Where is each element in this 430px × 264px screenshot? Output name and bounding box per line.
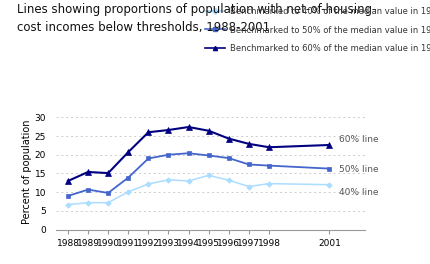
Benchmarked to 50% of the median value in 1998 xyxy=(186,152,191,155)
Text: 60% line: 60% line xyxy=(339,135,379,144)
Benchmarked to 60% of the median value in 1998 xyxy=(65,179,71,182)
Benchmarked to 50% of the median value in 1998 xyxy=(206,154,211,157)
Benchmarked to 40% of the median value in 1998 xyxy=(166,178,171,181)
Benchmarked to 60% of the median value in 1998 xyxy=(126,150,131,154)
Y-axis label: Percent of population: Percent of population xyxy=(22,119,32,224)
Line: Benchmarked to 40% of the median value in 1998: Benchmarked to 40% of the median value i… xyxy=(66,173,331,206)
Benchmarked to 60% of the median value in 1998 xyxy=(246,142,252,145)
Line: Benchmarked to 50% of the median value in 1998: Benchmarked to 50% of the median value i… xyxy=(66,151,332,198)
Benchmarked to 60% of the median value in 1998 xyxy=(166,128,171,131)
Benchmarked to 50% of the median value in 1998 xyxy=(267,164,272,167)
Benchmarked to 50% of the median value in 1998 xyxy=(86,188,91,191)
Benchmarked to 40% of the median value in 1998 xyxy=(86,201,91,204)
Benchmarked to 50% of the median value in 1998 xyxy=(226,157,231,160)
Benchmarked to 50% of the median value in 1998 xyxy=(327,167,332,170)
Benchmarked to 50% of the median value in 1998 xyxy=(246,163,252,166)
Benchmarked to 40% of the median value in 1998 xyxy=(327,183,332,186)
Benchmarked to 50% of the median value in 1998 xyxy=(146,157,151,160)
Benchmarked to 60% of the median value in 1998 xyxy=(106,172,111,175)
Benchmarked to 60% of the median value in 1998 xyxy=(327,143,332,147)
Benchmarked to 40% of the median value in 1998 xyxy=(146,182,151,186)
Benchmarked to 40% of the median value in 1998 xyxy=(246,185,252,188)
Text: 50% line: 50% line xyxy=(339,165,379,174)
Benchmarked to 40% of the median value in 1998 xyxy=(226,179,231,182)
Benchmarked to 40% of the median value in 1998 xyxy=(186,179,191,182)
Benchmarked to 60% of the median value in 1998 xyxy=(146,131,151,134)
Benchmarked to 60% of the median value in 1998 xyxy=(206,129,211,132)
Text: Benchmarked to 50% of the median value in 1998: Benchmarked to 50% of the median value i… xyxy=(230,26,430,35)
Text: Benchmarked to 40% of the median value in 1998: Benchmarked to 40% of the median value i… xyxy=(230,7,430,16)
Benchmarked to 50% of the median value in 1998 xyxy=(65,194,71,197)
Text: Lines showing proportions of population with net-of-housing-: Lines showing proportions of population … xyxy=(17,3,377,16)
Benchmarked to 40% of the median value in 1998 xyxy=(106,201,111,204)
Benchmarked to 60% of the median value in 1998 xyxy=(186,125,191,129)
Benchmarked to 50% of the median value in 1998 xyxy=(106,191,111,195)
Benchmarked to 40% of the median value in 1998 xyxy=(65,203,71,206)
Benchmarked to 40% of the median value in 1998 xyxy=(126,190,131,194)
Text: 40% line: 40% line xyxy=(339,188,379,197)
Benchmarked to 40% of the median value in 1998 xyxy=(206,174,211,177)
Line: Benchmarked to 60% of the median value in 1998: Benchmarked to 60% of the median value i… xyxy=(65,124,332,183)
Benchmarked to 50% of the median value in 1998 xyxy=(166,153,171,156)
Text: cost incomes below thresholds, 1988-2001: cost incomes below thresholds, 1988-2001 xyxy=(17,21,270,34)
Benchmarked to 50% of the median value in 1998 xyxy=(126,176,131,179)
Text: Benchmarked to 60% of the median value in 1998: Benchmarked to 60% of the median value i… xyxy=(230,44,430,53)
Benchmarked to 40% of the median value in 1998 xyxy=(267,182,272,185)
Benchmarked to 60% of the median value in 1998 xyxy=(86,170,91,173)
Benchmarked to 60% of the median value in 1998 xyxy=(267,146,272,149)
Benchmarked to 60% of the median value in 1998 xyxy=(226,137,231,140)
